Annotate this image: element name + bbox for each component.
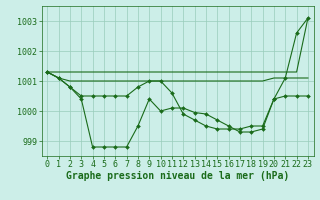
X-axis label: Graphe pression niveau de la mer (hPa): Graphe pression niveau de la mer (hPa) — [66, 171, 289, 181]
